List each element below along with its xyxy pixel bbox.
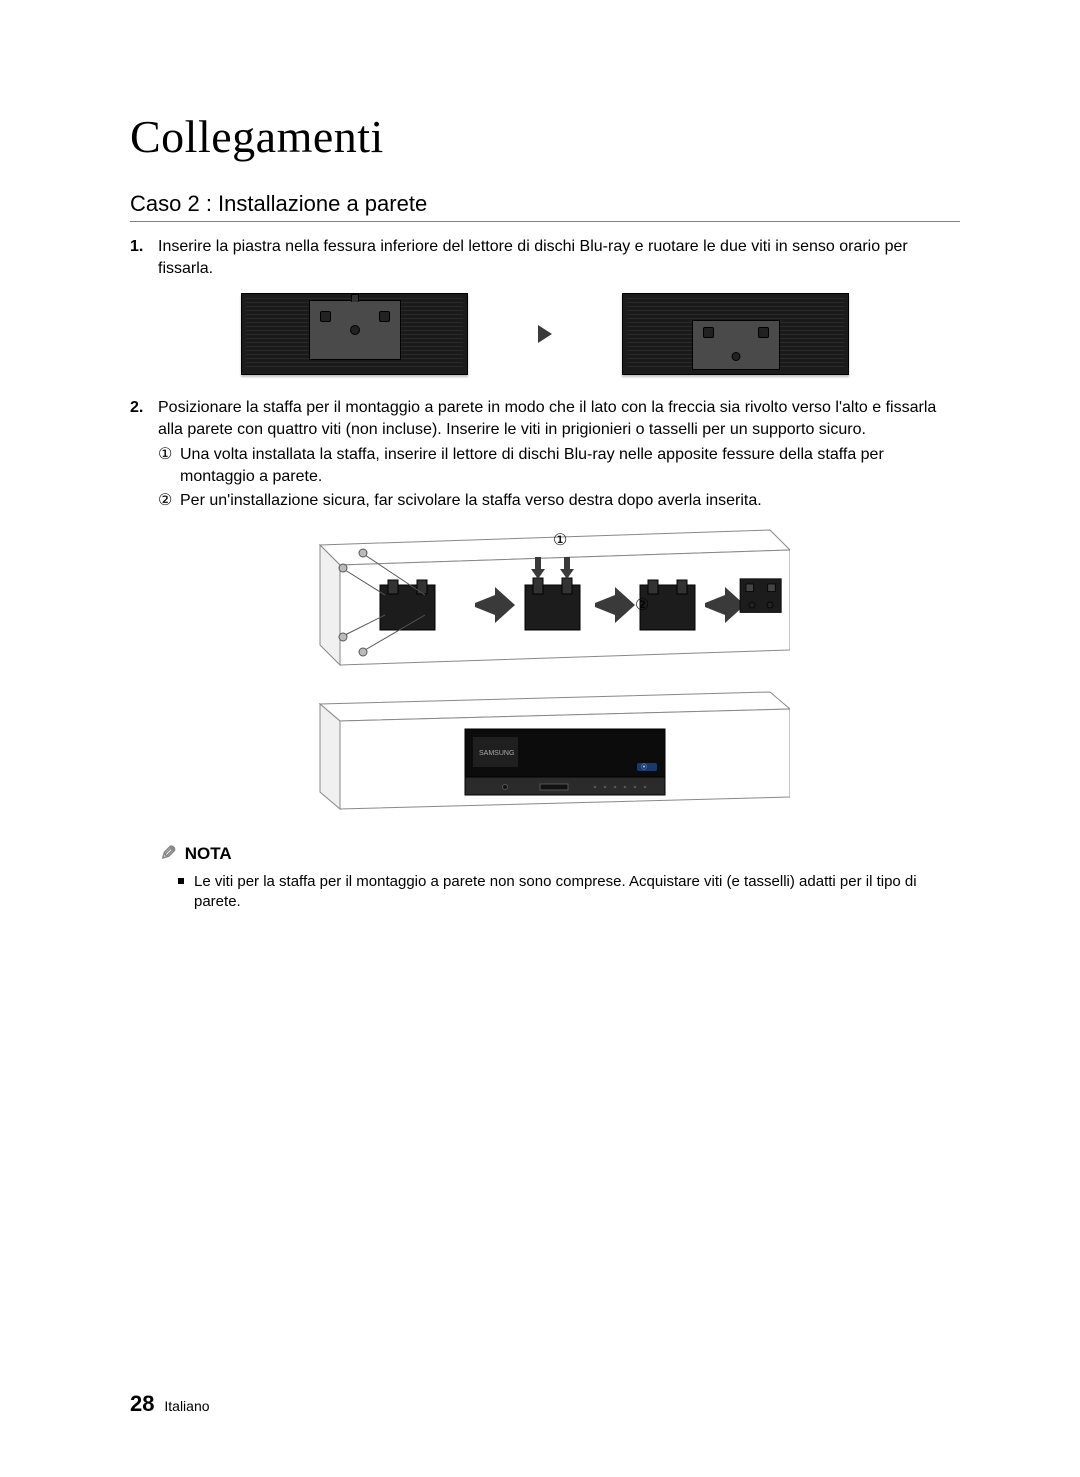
language-label: Italiano (164, 1398, 209, 1414)
circled-1-icon: ① (158, 444, 180, 487)
section-divider (130, 221, 960, 222)
step-number: 2. (130, 397, 158, 511)
mounting-bracket-icon (692, 320, 780, 370)
mounting-bracket-icon (309, 300, 401, 360)
substep-text: Una volta installata la staffa, inserire… (180, 444, 960, 487)
step-1: 1. Inserire la piastra nella fessura inf… (130, 236, 960, 279)
note-heading: ✎ NOTA (160, 841, 960, 866)
page-title: Collegamenti (130, 110, 960, 163)
step-number: 1. (130, 236, 158, 279)
section-title: Caso 2 : Installazione a parete (130, 191, 960, 217)
svg-text:⦿: ⦿ (641, 764, 647, 771)
instruction-steps-2: 2. Posizionare la staffa per il montaggi… (130, 397, 960, 511)
step-text: Posizionare la staffa per il montaggio a… (158, 399, 936, 438)
page-number: 28 (130, 1391, 154, 1416)
substep-1: ① Una volta installata la staffa, inseri… (158, 444, 960, 487)
instruction-steps: 1. Inserire la piastra nella fessura inf… (130, 236, 960, 279)
substep-text: Per un'installazione sicura, far scivola… (180, 490, 762, 512)
wall-mount-diagram-bottom: SAMSUNG ⦿ (300, 689, 790, 819)
page-footer: 28 Italiano (130, 1391, 210, 1417)
svg-text:SAMSUNG: SAMSUNG (479, 750, 514, 757)
step-2: 2. Posizionare la staffa per il montaggi… (130, 397, 960, 511)
device-front-with-bracket-bottom (622, 293, 849, 375)
note-icon: ✎ (160, 841, 177, 866)
arrow-right-icon (538, 325, 552, 343)
bullet-icon (178, 872, 194, 913)
note-label: NOTA (185, 844, 232, 864)
diagram-marker-1: ① (553, 532, 567, 549)
wall-mount-diagram-top: ① ② (300, 525, 790, 675)
device-front-with-bracket-top (241, 293, 468, 375)
note-item: Le viti per la staffa per il montaggio a… (178, 872, 960, 913)
step-body: Posizionare la staffa per il montaggio a… (158, 397, 960, 511)
note-text: Le viti per la staffa per il montaggio a… (194, 872, 960, 913)
substep-2: ② Per un'installazione sicura, far scivo… (158, 490, 960, 512)
diagram-marker-2: ② (635, 597, 649, 614)
substep-list: ① Una volta installata la staffa, inseri… (158, 444, 960, 511)
figure-step-1 (130, 293, 960, 375)
note-block: ✎ NOTA Le viti per la staffa per il mont… (160, 841, 960, 913)
circled-2-icon: ② (158, 490, 180, 512)
step-text: Inserire la piastra nella fessura inferi… (158, 236, 960, 279)
